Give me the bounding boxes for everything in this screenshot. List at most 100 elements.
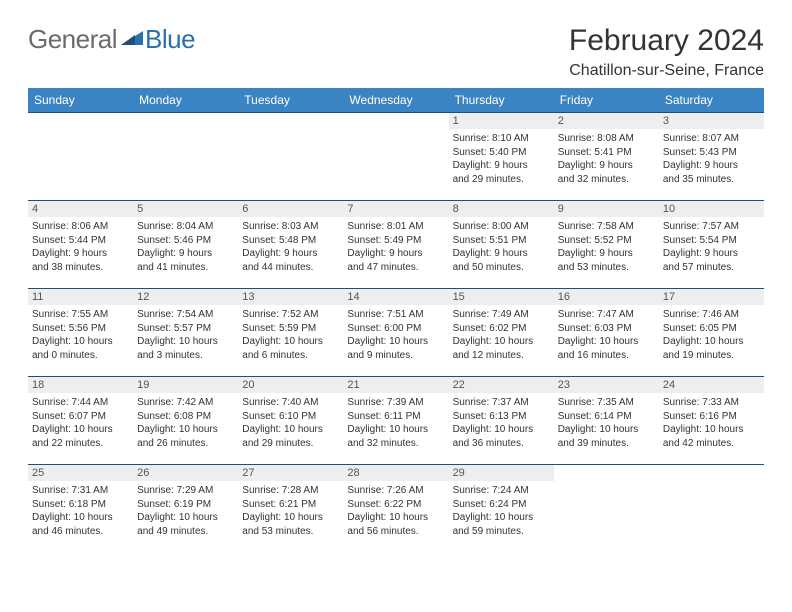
day1-line: Daylight: 10 hours (137, 423, 234, 437)
day-number: 14 (343, 289, 448, 305)
day2-line: and 46 minutes. (32, 525, 129, 539)
calendar-cell (659, 465, 764, 553)
sunset-line: Sunset: 5:41 PM (558, 146, 655, 160)
sunset-line: Sunset: 6:18 PM (32, 498, 129, 512)
day-details: Sunrise: 8:10 AMSunset: 5:40 PMDaylight:… (449, 129, 554, 190)
sunset-line: Sunset: 5:46 PM (137, 234, 234, 248)
sunset-line: Sunset: 6:11 PM (347, 410, 444, 424)
day1-line: Daylight: 10 hours (558, 335, 655, 349)
sunset-line: Sunset: 6:02 PM (453, 322, 550, 336)
day2-line: and 56 minutes. (347, 525, 444, 539)
logo-text-blue: Blue (145, 24, 195, 55)
day-details: Sunrise: 7:44 AMSunset: 6:07 PMDaylight:… (28, 393, 133, 454)
calendar-cell: 1Sunrise: 8:10 AMSunset: 5:40 PMDaylight… (449, 113, 554, 201)
day2-line: and 44 minutes. (242, 261, 339, 275)
calendar-cell (554, 465, 659, 553)
day1-line: Daylight: 9 hours (453, 247, 550, 261)
logo: General Blue (28, 24, 195, 55)
weekday-header: Saturday (659, 88, 764, 113)
sunrise-line: Sunrise: 7:52 AM (242, 308, 339, 322)
day-details: Sunrise: 7:24 AMSunset: 6:24 PMDaylight:… (449, 481, 554, 542)
day-number: 10 (659, 201, 764, 217)
day2-line: and 41 minutes. (137, 261, 234, 275)
sunset-line: Sunset: 5:54 PM (663, 234, 760, 248)
day1-line: Daylight: 10 hours (347, 511, 444, 525)
calendar-cell (133, 113, 238, 201)
day1-line: Daylight: 9 hours (663, 247, 760, 261)
sunset-line: Sunset: 6:16 PM (663, 410, 760, 424)
sunset-line: Sunset: 5:49 PM (347, 234, 444, 248)
day-number: 3 (659, 113, 764, 129)
sunrise-line: Sunrise: 8:04 AM (137, 220, 234, 234)
day-details: Sunrise: 7:47 AMSunset: 6:03 PMDaylight:… (554, 305, 659, 366)
day-details: Sunrise: 8:01 AMSunset: 5:49 PMDaylight:… (343, 217, 448, 278)
sunset-line: Sunset: 5:57 PM (137, 322, 234, 336)
calendar-row: 11Sunrise: 7:55 AMSunset: 5:56 PMDayligh… (28, 289, 764, 377)
day-number: 2 (554, 113, 659, 129)
sunset-line: Sunset: 5:59 PM (242, 322, 339, 336)
sunrise-line: Sunrise: 7:28 AM (242, 484, 339, 498)
calendar-cell: 4Sunrise: 8:06 AMSunset: 5:44 PMDaylight… (28, 201, 133, 289)
day-number: 23 (554, 377, 659, 393)
sunrise-line: Sunrise: 8:03 AM (242, 220, 339, 234)
day-number: 21 (343, 377, 448, 393)
logo-text-general: General (28, 24, 117, 55)
day-number: 18 (28, 377, 133, 393)
sunrise-line: Sunrise: 7:26 AM (347, 484, 444, 498)
calendar-cell: 26Sunrise: 7:29 AMSunset: 6:19 PMDayligh… (133, 465, 238, 553)
sunrise-line: Sunrise: 7:57 AM (663, 220, 760, 234)
page-title: February 2024 (569, 24, 764, 58)
day-details: Sunrise: 7:35 AMSunset: 6:14 PMDaylight:… (554, 393, 659, 454)
day1-line: Daylight: 10 hours (242, 335, 339, 349)
weekday-header: Monday (133, 88, 238, 113)
day-details: Sunrise: 7:52 AMSunset: 5:59 PMDaylight:… (238, 305, 343, 366)
day2-line: and 47 minutes. (347, 261, 444, 275)
sunrise-line: Sunrise: 7:51 AM (347, 308, 444, 322)
sunrise-line: Sunrise: 8:07 AM (663, 132, 760, 146)
day1-line: Daylight: 9 hours (453, 159, 550, 173)
day-number: 12 (133, 289, 238, 305)
day1-line: Daylight: 10 hours (242, 423, 339, 437)
day-number: 22 (449, 377, 554, 393)
day-details: Sunrise: 7:31 AMSunset: 6:18 PMDaylight:… (28, 481, 133, 542)
calendar-cell: 27Sunrise: 7:28 AMSunset: 6:21 PMDayligh… (238, 465, 343, 553)
weekday-header: Tuesday (238, 88, 343, 113)
sunrise-line: Sunrise: 7:44 AM (32, 396, 129, 410)
sunset-line: Sunset: 6:08 PM (137, 410, 234, 424)
day-details: Sunrise: 8:04 AMSunset: 5:46 PMDaylight:… (133, 217, 238, 278)
day1-line: Daylight: 10 hours (453, 335, 550, 349)
calendar-cell: 5Sunrise: 8:04 AMSunset: 5:46 PMDaylight… (133, 201, 238, 289)
sunrise-line: Sunrise: 7:40 AM (242, 396, 339, 410)
sunset-line: Sunset: 6:07 PM (32, 410, 129, 424)
day2-line: and 29 minutes. (453, 173, 550, 187)
day-number: 25 (28, 465, 133, 481)
sunset-line: Sunset: 6:10 PM (242, 410, 339, 424)
day-details: Sunrise: 7:55 AMSunset: 5:56 PMDaylight:… (28, 305, 133, 366)
weekday-header: Wednesday (343, 88, 448, 113)
day-number: 19 (133, 377, 238, 393)
day1-line: Daylight: 10 hours (453, 511, 550, 525)
day2-line: and 32 minutes. (558, 173, 655, 187)
day-details: Sunrise: 8:07 AMSunset: 5:43 PMDaylight:… (659, 129, 764, 190)
day-number: 13 (238, 289, 343, 305)
location-label: Chatillon-sur-Seine, France (569, 62, 764, 80)
day-number: 5 (133, 201, 238, 217)
sunrise-line: Sunrise: 7:33 AM (663, 396, 760, 410)
calendar-cell: 25Sunrise: 7:31 AMSunset: 6:18 PMDayligh… (28, 465, 133, 553)
day-details: Sunrise: 7:26 AMSunset: 6:22 PMDaylight:… (343, 481, 448, 542)
calendar-row: 25Sunrise: 7:31 AMSunset: 6:18 PMDayligh… (28, 465, 764, 553)
sunrise-line: Sunrise: 7:46 AM (663, 308, 760, 322)
day2-line: and 59 minutes. (453, 525, 550, 539)
day-number: 15 (449, 289, 554, 305)
day2-line: and 3 minutes. (137, 349, 234, 363)
sunset-line: Sunset: 6:00 PM (347, 322, 444, 336)
day-details: Sunrise: 7:51 AMSunset: 6:00 PMDaylight:… (343, 305, 448, 366)
day1-line: Daylight: 9 hours (32, 247, 129, 261)
day-number: 6 (238, 201, 343, 217)
calendar-cell: 19Sunrise: 7:42 AMSunset: 6:08 PMDayligh… (133, 377, 238, 465)
calendar-row: 1Sunrise: 8:10 AMSunset: 5:40 PMDaylight… (28, 113, 764, 201)
calendar-cell: 28Sunrise: 7:26 AMSunset: 6:22 PMDayligh… (343, 465, 448, 553)
sunrise-line: Sunrise: 8:10 AM (453, 132, 550, 146)
calendar-cell: 22Sunrise: 7:37 AMSunset: 6:13 PMDayligh… (449, 377, 554, 465)
day1-line: Daylight: 10 hours (558, 423, 655, 437)
